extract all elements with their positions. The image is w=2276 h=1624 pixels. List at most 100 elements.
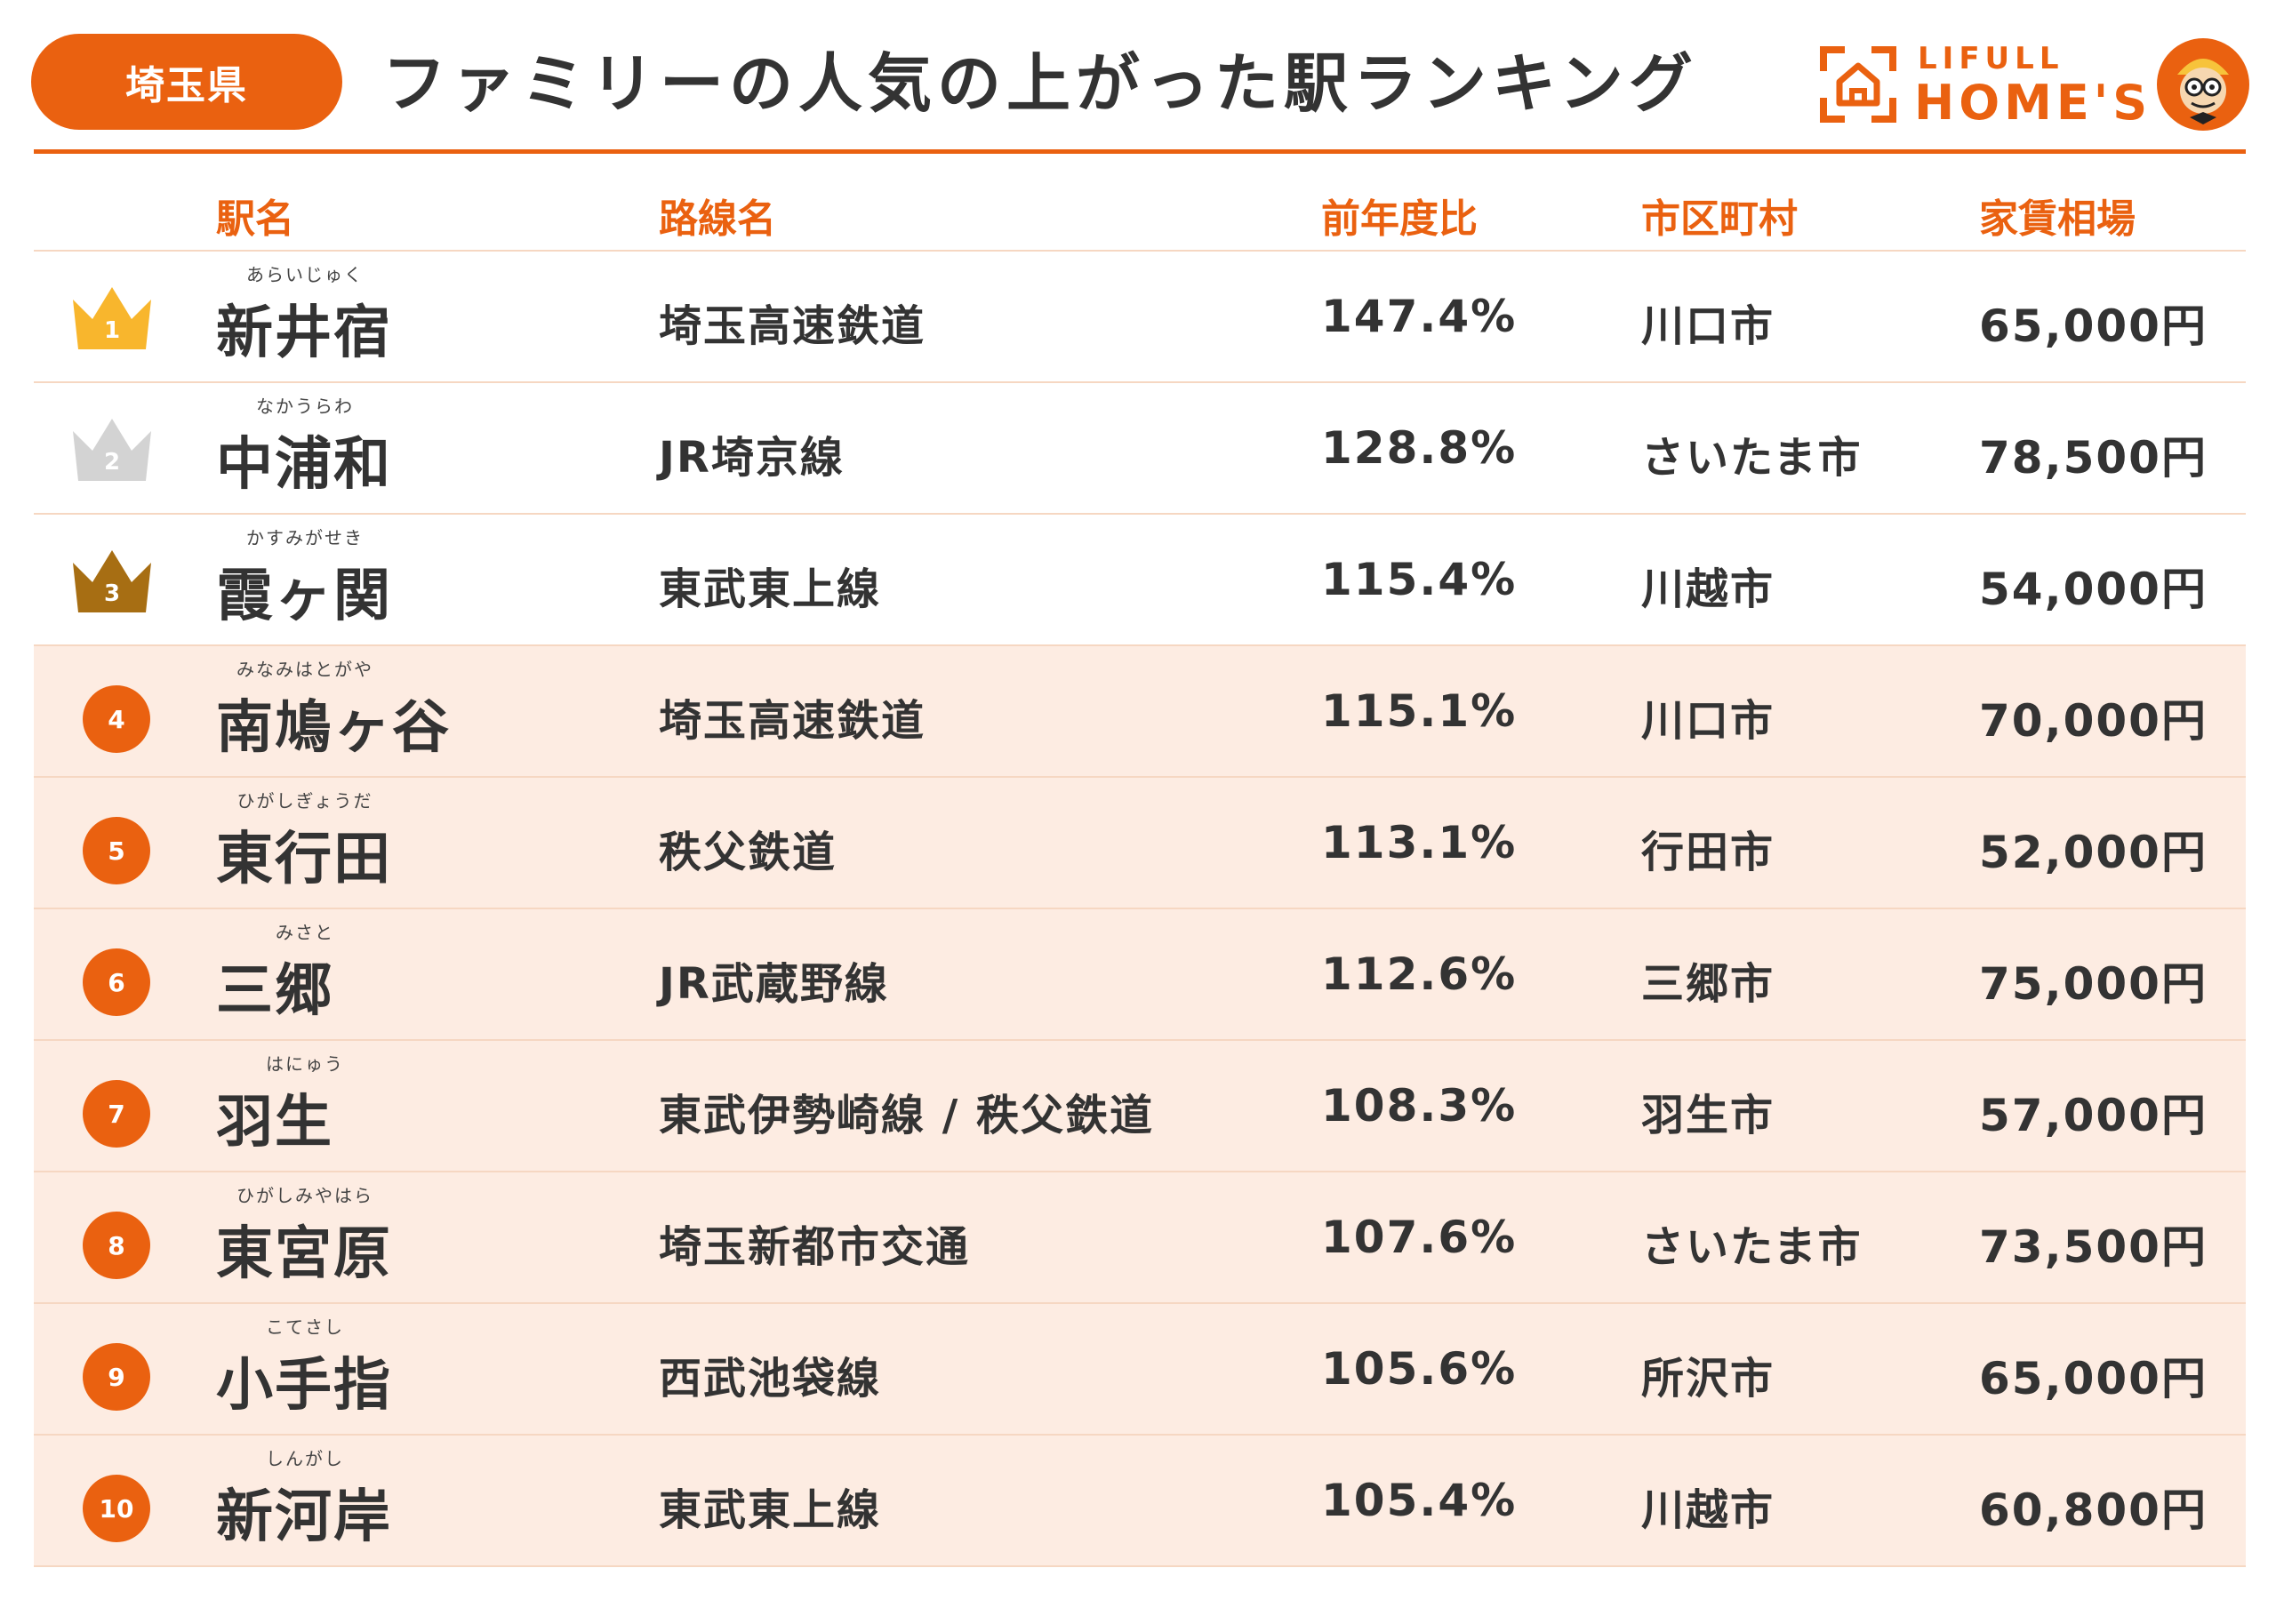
line-name: 埼玉高速鉄道 (659, 696, 926, 746)
station-reading: なかうらわ (256, 396, 354, 417)
prefecture-badge: 埼玉県 (31, 34, 342, 130)
year-over-year-ratio: 115.1% (1321, 685, 1518, 737)
ranking-table: 1 あらいじゅく 新井宿 埼玉高速鉄道 147.4% 川口市 65,000円 2 なかうらわ 中浦… (34, 252, 2246, 1567)
house-logo-icon (1820, 46, 1896, 123)
column-header-ratio: 前年度比 (1321, 196, 1478, 242)
station-reading: しんがし (266, 1448, 344, 1469)
crown-icon: 3 (68, 543, 156, 620)
table-row: 4 みなみはとがや南鳩ヶ谷 埼玉高速鉄道 115.1% 川口市 70,000円 (34, 646, 2246, 778)
year-over-year-ratio: 147.4% (1321, 291, 1518, 342)
crown-icon: 1 (68, 280, 156, 356)
table-top-divider (34, 250, 2246, 252)
line-name: 東武東上線 (659, 1485, 882, 1535)
rank-badge: 10 (83, 1475, 150, 1542)
station-reading: かすみがせき (246, 527, 364, 548)
city-name: さいたま市 (1641, 1222, 1863, 1272)
rent-price: 65,000円 (1979, 1353, 2208, 1404)
city-name: 三郷市 (1641, 959, 1775, 1009)
rank-number: 2 (103, 449, 121, 476)
logo-homes-text: HOME'S (1914, 75, 2152, 131)
rank-badge: 4 (83, 685, 150, 753)
city-name: 羽生市 (1641, 1091, 1775, 1140)
line-name: 埼玉高速鉄道 (659, 301, 926, 351)
crown-icon: 2 (68, 412, 156, 488)
year-over-year-ratio: 115.4% (1321, 554, 1518, 605)
page-title: ファミリーの人気の上がった駅ランキング (382, 46, 1698, 121)
station-reading: ひがしぎょうだ (236, 790, 373, 812)
year-over-year-ratio: 105.6% (1321, 1343, 1518, 1395)
city-name: さいたま市 (1641, 433, 1863, 483)
year-over-year-ratio: 105.4% (1321, 1475, 1518, 1526)
rank-number: 3 (103, 580, 121, 607)
city-name: 川越市 (1641, 1485, 1775, 1535)
mascot-icon (2157, 38, 2249, 131)
table-row: 8 ひがしみやはら東宮原 埼玉新都市交通 107.6% さいたま市 73,500円 (34, 1172, 2246, 1304)
rank-badge: 6 (83, 948, 150, 1016)
table-row: 5 ひがしぎょうだ東行田 秩父鉄道 113.1% 行田市 52,000円 (34, 778, 2246, 909)
header: 埼玉県 ファミリーの人気の上がった駅ランキング LIFULL HOME'S (0, 0, 2276, 156)
column-header-station: 駅名 (216, 196, 294, 242)
year-over-year-ratio: 107.6% (1321, 1212, 1518, 1263)
rent-price: 52,000円 (1979, 827, 2208, 878)
year-over-year-ratio: 108.3% (1321, 1080, 1518, 1132)
rent-price: 73,500円 (1979, 1221, 2208, 1273)
rent-price: 75,000円 (1979, 958, 2208, 1010)
station-name: 東行田 (216, 827, 392, 892)
table-row: 3 かすみがせき霞ヶ関 東武東上線 115.4% 川越市 54,000円 (34, 515, 2246, 646)
city-name: 川口市 (1641, 696, 1775, 746)
table-row: 1 あらいじゅく新井宿 埼玉高速鉄道 147.4% 川口市 65,000円 (34, 252, 2246, 383)
station-name: 中浦和 (216, 432, 392, 498)
line-name: 埼玉新都市交通 (659, 1222, 971, 1272)
lifull-homes-logo: LIFULL HOME'S (1818, 36, 2263, 133)
column-headers: 駅名 路線名 前年度比 市区町村 家賃相場 (0, 178, 2276, 249)
table-row: 2 なかうらわ中浦和 JR埼京線 128.8% さいたま市 78,500円 (34, 383, 2246, 515)
station-name: 三郷 (216, 958, 333, 1024)
header-divider (34, 149, 2246, 154)
station-name: 新井宿 (216, 300, 392, 366)
station-reading: ひがしみやはら (236, 1185, 373, 1206)
station-name: 羽生 (216, 1090, 333, 1156)
table-row: 10 しんがし新河岸 東武東上線 105.4% 川越市 60,800円 (34, 1436, 2246, 1567)
rent-price: 54,000円 (1979, 564, 2208, 615)
line-name: JR武蔵野線 (659, 959, 889, 1009)
rank-badge: 9 (83, 1343, 150, 1411)
table-row: 6 みさと三郷 JR武蔵野線 112.6% 三郷市 75,000円 (34, 909, 2246, 1041)
year-over-year-ratio: 112.6% (1321, 948, 1518, 1000)
city-name: 行田市 (1641, 828, 1775, 877)
line-name: 西武池袋線 (659, 1354, 882, 1404)
line-name: 秩父鉄道 (659, 828, 837, 877)
year-over-year-ratio: 128.8% (1321, 422, 1518, 474)
station-reading: あらいじゅく (246, 264, 364, 285)
line-name: 東武東上線 (659, 564, 882, 614)
rank-badge: 7 (83, 1080, 150, 1148)
rent-price: 65,000円 (1979, 300, 2208, 352)
rank-number: 1 (103, 317, 121, 344)
station-name: 新河岸 (216, 1484, 392, 1550)
city-name: 川越市 (1641, 564, 1775, 614)
line-name: 東武伊勢崎線 / 秩父鉄道 (659, 1091, 1154, 1140)
station-name: 東宮原 (216, 1221, 392, 1287)
station-reading: はにゅう (266, 1053, 344, 1075)
city-name: 所沢市 (1641, 1354, 1775, 1404)
column-header-line: 路線名 (659, 196, 776, 242)
rent-price: 57,000円 (1979, 1090, 2208, 1141)
line-name: JR埼京線 (659, 433, 845, 483)
logo-lifull-text: LIFULL (1918, 41, 2064, 76)
rent-price: 60,800円 (1979, 1484, 2208, 1536)
rank-badge: 5 (83, 817, 150, 884)
station-reading: こてさし (266, 1316, 344, 1338)
column-header-rent: 家賃相場 (1979, 196, 2136, 242)
year-over-year-ratio: 113.1% (1321, 817, 1518, 868)
station-name: 南鳩ヶ谷 (216, 695, 451, 761)
rent-price: 70,000円 (1979, 695, 2208, 747)
rent-price: 78,500円 (1979, 432, 2208, 484)
station-name: 霞ヶ関 (216, 564, 392, 629)
table-row: 9 こてさし小手指 西武池袋線 105.6% 所沢市 65,000円 (34, 1304, 2246, 1436)
station-reading: みなみはとがや (236, 659, 373, 680)
rank-badge: 8 (83, 1212, 150, 1279)
station-reading: みさと (276, 922, 334, 943)
column-header-city: 市区町村 (1641, 196, 1798, 242)
city-name: 川口市 (1641, 301, 1775, 351)
station-name: 小手指 (216, 1353, 392, 1419)
table-row: 7 はにゅう羽生 東武伊勢崎線 / 秩父鉄道 108.3% 羽生市 57,000円 (34, 1041, 2246, 1172)
